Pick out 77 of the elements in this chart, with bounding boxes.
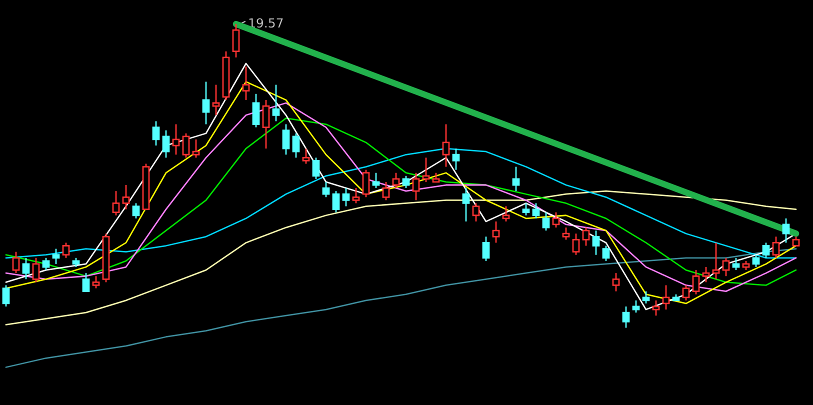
candlestick: [172, 124, 180, 156]
candlestick: [2, 284, 10, 308]
candlestick: [452, 148, 460, 171]
candlestick: [282, 124, 290, 156]
candlestick: [62, 242, 70, 259]
candlestick: [602, 245, 610, 262]
candlestick: [692, 269, 700, 296]
candlestick: [352, 187, 360, 204]
candlestick: [322, 181, 330, 198]
candlestick: [202, 81, 210, 125]
candlestick: [152, 120, 160, 146]
candlestick: [762, 242, 770, 259]
candlestick: [382, 181, 390, 201]
candlestick: [272, 84, 280, 122]
candlestick: [32, 257, 40, 283]
candlestick: [732, 257, 740, 271]
candlestick: [82, 272, 90, 292]
candlestick: [422, 156, 430, 183]
candlestick: [492, 220, 500, 244]
candlestick: [482, 236, 490, 262]
candlestick: [182, 132, 190, 158]
candlestick: [342, 187, 350, 207]
candlestick: [542, 212, 550, 232]
candlestick: [772, 236, 780, 259]
candlestick: [632, 300, 640, 314]
candlestick: [432, 172, 440, 183]
candlestick: [262, 99, 270, 150]
candlestick: [712, 242, 720, 280]
candlestick: [72, 257, 80, 268]
candlestick: [12, 251, 20, 274]
annotation: 19.57: [249, 18, 283, 28]
candlestick: [472, 202, 480, 222]
candlestick: [242, 66, 250, 101]
candlestick: [332, 190, 340, 214]
candlestick: [212, 84, 220, 116]
candlestick: [782, 218, 790, 244]
candlestick: [752, 254, 760, 268]
candlestick: [722, 257, 730, 277]
candlestick: [42, 257, 50, 271]
candlestick: [682, 284, 690, 302]
candlestick: [252, 93, 260, 128]
candlestick: [112, 190, 120, 216]
candlestick: [702, 266, 710, 283]
candlestick: [402, 175, 410, 189]
candlestick: [132, 202, 140, 220]
candlestick: [92, 275, 100, 289]
candlestick: [122, 184, 130, 210]
candlestick: [522, 202, 530, 216]
candlestick: [442, 124, 450, 168]
candlestick: [302, 148, 310, 164]
candlestick: [512, 166, 520, 192]
candlestick: [742, 260, 750, 271]
candlestick: [592, 230, 600, 256]
candlestick: [502, 206, 510, 222]
candlestick: [192, 138, 200, 158]
candlestick: [532, 202, 540, 220]
candlestick: [622, 306, 630, 328]
candlestick: [52, 248, 60, 265]
candlestick: [362, 169, 370, 198]
candlestick: [792, 236, 800, 246]
candlestick: [462, 187, 470, 222]
candlestick: [162, 130, 170, 158]
candlestick: [662, 284, 670, 310]
candlestick: [572, 232, 580, 256]
candlestick: [292, 132, 300, 158]
candlestick: [372, 172, 380, 189]
candlestick: [232, 23, 240, 58]
candlestick: [642, 290, 650, 304]
candlestick: [562, 226, 570, 240]
candlestick: [552, 212, 560, 228]
candlestick: [312, 156, 320, 180]
candlestick: [22, 257, 30, 280]
candlestick: [652, 300, 660, 316]
candlestick: [612, 272, 620, 292]
candlestick: [412, 172, 420, 201]
candlestick: [392, 172, 400, 189]
candlestick: [582, 226, 590, 246]
